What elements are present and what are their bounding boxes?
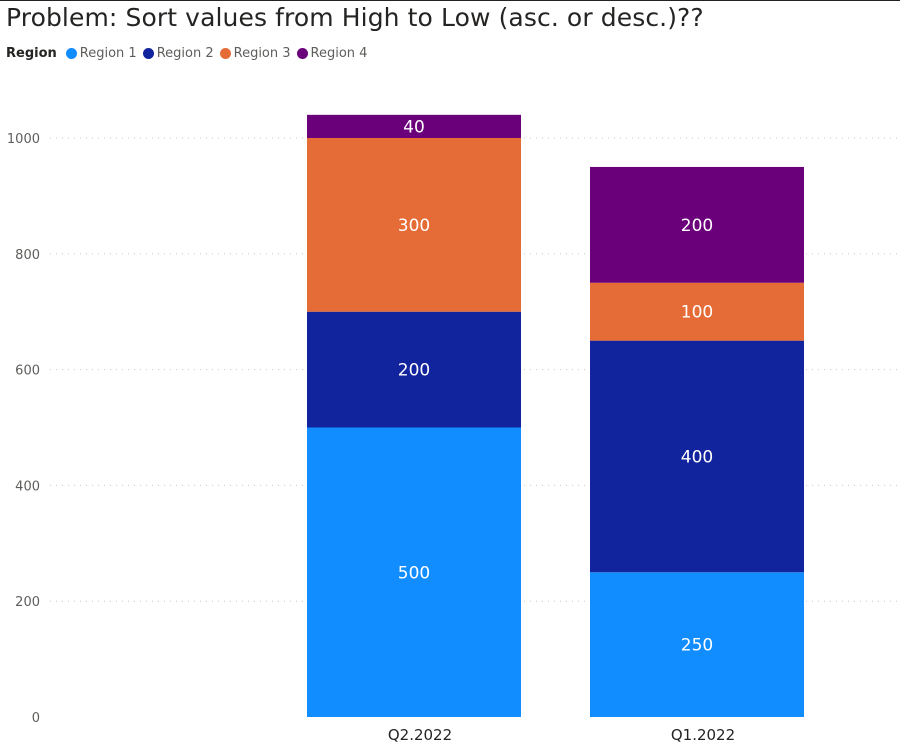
legend-item-region-3[interactable]: Region 3 <box>219 46 291 61</box>
data-label-region-4: 40 <box>403 117 425 137</box>
top-border <box>0 0 900 1</box>
legend-item-region-4[interactable]: Region 4 <box>296 46 368 61</box>
bar-segment-region-3 <box>307 138 521 312</box>
bar-segment-region-4 <box>590 166 804 283</box>
chart-title: Problem: Sort values from High to Low (a… <box>6 3 704 32</box>
data-label-region-3: 300 <box>398 216 430 236</box>
data-label-region-2: 400 <box>681 447 713 467</box>
y-tick-label: 600 <box>15 364 40 379</box>
y-tick-label: 800 <box>15 248 40 263</box>
x-tick-label: Q2.2022 <box>388 726 452 744</box>
legend-item-region-1[interactable]: Region 1 <box>65 46 137 61</box>
y-tick-label: 0 <box>32 711 40 726</box>
x-tick-label: Q1.2022 <box>671 726 735 744</box>
legend-label-region-2: Region 2 <box>156 46 214 61</box>
legend-label-region-1: Region 1 <box>79 46 137 61</box>
data-label-region-3: 100 <box>681 303 713 323</box>
legend-marker-region-3 <box>219 48 231 59</box>
y-tick-label: 200 <box>15 595 40 610</box>
bar-segment-region-1 <box>307 427 521 717</box>
bar-segment-region-4 <box>307 114 521 138</box>
bar-segment-region-1 <box>590 572 804 717</box>
y-tick-label: 1000 <box>7 132 40 147</box>
legend-title: Region <box>6 46 57 61</box>
y-tick-label: 400 <box>15 479 40 494</box>
legend-label-region-4: Region 4 <box>310 46 368 61</box>
legend-marker-region-2 <box>142 48 154 59</box>
legend-marker-region-4 <box>296 48 308 59</box>
data-label-region-4: 200 <box>681 216 713 236</box>
legend: Region Region 1 Region 2 Region 3 Region… <box>6 46 373 61</box>
legend-label-region-3: Region 3 <box>233 46 291 61</box>
data-label-region-1: 250 <box>681 636 713 656</box>
bar-segment-region-2 <box>307 311 521 428</box>
data-label-region-2: 200 <box>398 361 430 381</box>
legend-item-region-2[interactable]: Region 2 <box>142 46 214 61</box>
bar-segment-region-2 <box>590 340 804 573</box>
bar-segment-region-3 <box>590 282 804 341</box>
legend-marker-region-1 <box>65 48 77 59</box>
data-label-region-1: 500 <box>398 563 430 583</box>
